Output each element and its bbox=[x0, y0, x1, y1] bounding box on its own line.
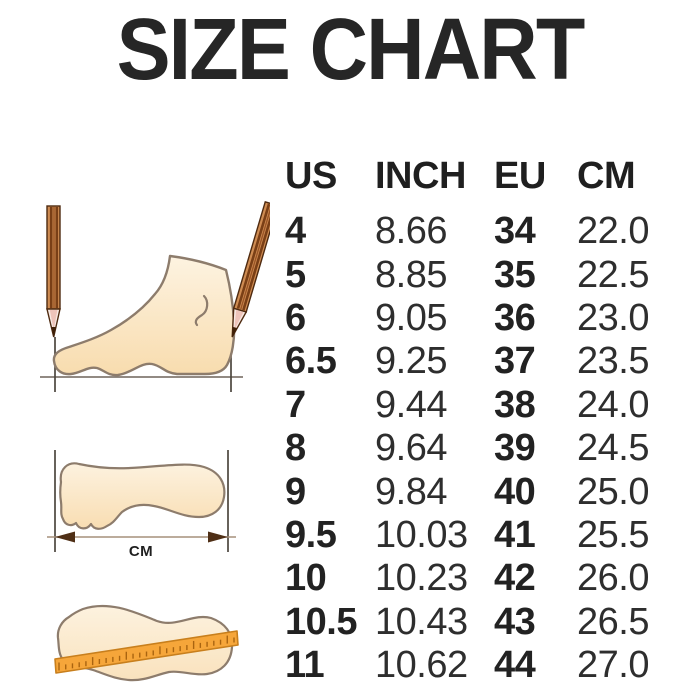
table-row: 10.5 10.43 43 26.5 bbox=[285, 601, 682, 644]
cell-us: 8 bbox=[285, 427, 306, 470]
table-row: 5 8.85 35 22.5 bbox=[285, 253, 682, 296]
cell-eu: 38 bbox=[494, 383, 536, 426]
cell-us: 11 bbox=[285, 644, 325, 687]
table-row: 10 10.23 42 26.0 bbox=[285, 557, 682, 600]
footprint-ruler-illustration bbox=[25, 585, 260, 700]
cell-us: 10.5 bbox=[285, 600, 357, 643]
cm-label: CM bbox=[129, 543, 153, 560]
footprint-length-arrow-illustration: CM bbox=[30, 440, 250, 565]
foot-side-pencil-measure-icon bbox=[40, 201, 270, 392]
cell-inch: 9.05 bbox=[375, 296, 447, 339]
cell-cm: 23.5 bbox=[577, 340, 649, 383]
cell-eu: 35 bbox=[494, 253, 536, 296]
table-row: 9.5 10.03 41 25.5 bbox=[285, 514, 682, 557]
cell-inch: 10.23 bbox=[375, 557, 468, 600]
size-table-body: 4 8.66 34 22.0 5 8.85 35 22.5 6 9.05 36 23.0 6.5 9.25… bbox=[285, 210, 682, 687]
cell-eu: 34 bbox=[494, 210, 536, 253]
table-row: 7 9.44 38 24.0 bbox=[285, 384, 682, 427]
cell-eu: 42 bbox=[494, 557, 536, 600]
cell-us: 10 bbox=[285, 557, 327, 600]
cell-us: 5 bbox=[285, 253, 306, 296]
header-cell-us: US bbox=[285, 154, 337, 197]
cell-inch: 10.43 bbox=[375, 600, 468, 643]
table-row: 8 9.64 39 24.5 bbox=[285, 427, 682, 470]
cell-eu: 39 bbox=[494, 427, 536, 470]
cell-eu: 36 bbox=[494, 296, 536, 339]
cell-cm: 25.5 bbox=[577, 513, 649, 556]
pencil-icon bbox=[46, 205, 61, 338]
cell-cm: 27.0 bbox=[577, 644, 649, 687]
table-row: 6.5 9.25 37 23.5 bbox=[285, 340, 682, 383]
cell-inch: 10.62 bbox=[375, 644, 468, 687]
cell-cm: 23.0 bbox=[577, 296, 649, 339]
table-row: 11 10.62 44 27.0 bbox=[285, 644, 682, 687]
ruler-icon bbox=[54, 630, 239, 674]
cell-cm: 22.0 bbox=[577, 210, 649, 253]
table-row: 4 8.66 34 22.0 bbox=[285, 210, 682, 253]
ankle-mark bbox=[194, 294, 209, 327]
table-header-row: US INCH EU CM bbox=[285, 142, 682, 210]
cell-inch: 9.25 bbox=[375, 340, 447, 383]
cell-cm: 22.5 bbox=[577, 253, 649, 296]
cell-eu: 40 bbox=[494, 470, 536, 513]
cell-inch: 9.44 bbox=[375, 383, 447, 426]
cell-eu: 41 bbox=[494, 513, 536, 556]
cell-cm: 24.5 bbox=[577, 427, 649, 470]
table-row: 9 9.84 40 25.0 bbox=[285, 470, 682, 513]
cell-inch: 9.84 bbox=[375, 470, 447, 513]
cell-cm: 26.5 bbox=[577, 600, 649, 643]
cell-inch: 8.85 bbox=[375, 253, 447, 296]
header-cell-eu: EU bbox=[494, 154, 546, 197]
header-cell-inch: INCH bbox=[375, 154, 466, 197]
cell-cm: 25.0 bbox=[577, 470, 649, 513]
footprint-ruler-icon bbox=[54, 604, 239, 682]
pencil-icon bbox=[231, 201, 270, 338]
cell-us: 6.5 bbox=[285, 340, 337, 383]
foot-side-pencil-measure-illustration bbox=[5, 190, 270, 405]
footprint-shape bbox=[59, 462, 226, 530]
footprint-length-arrow-icon: CM bbox=[47, 450, 236, 560]
cell-us: 9 bbox=[285, 470, 306, 513]
cell-cm: 26.0 bbox=[577, 557, 649, 600]
header-cell-cm: CM bbox=[577, 154, 636, 197]
cell-inch: 9.64 bbox=[375, 427, 447, 470]
cell-us: 9.5 bbox=[285, 513, 337, 556]
foot-side-shape bbox=[52, 254, 236, 377]
cell-us: 6 bbox=[285, 296, 306, 339]
cell-us: 4 bbox=[285, 210, 306, 253]
measure-arrow-icon bbox=[47, 531, 236, 543]
cell-us: 7 bbox=[285, 383, 306, 426]
cell-eu: 43 bbox=[494, 600, 536, 643]
cell-eu: 37 bbox=[494, 340, 536, 383]
cell-inch: 8.66 bbox=[375, 210, 447, 253]
size-table: US INCH EU CM 4 8.66 34 22.0 5 8.85 35 22.5 6 9.0… bbox=[285, 142, 682, 687]
cell-inch: 10.03 bbox=[375, 513, 468, 556]
page-title: SIZE CHART bbox=[116, 1, 586, 98]
cell-eu: 44 bbox=[494, 644, 536, 687]
cell-cm: 24.0 bbox=[577, 383, 649, 426]
table-row: 6 9.05 36 23.0 bbox=[285, 297, 682, 340]
